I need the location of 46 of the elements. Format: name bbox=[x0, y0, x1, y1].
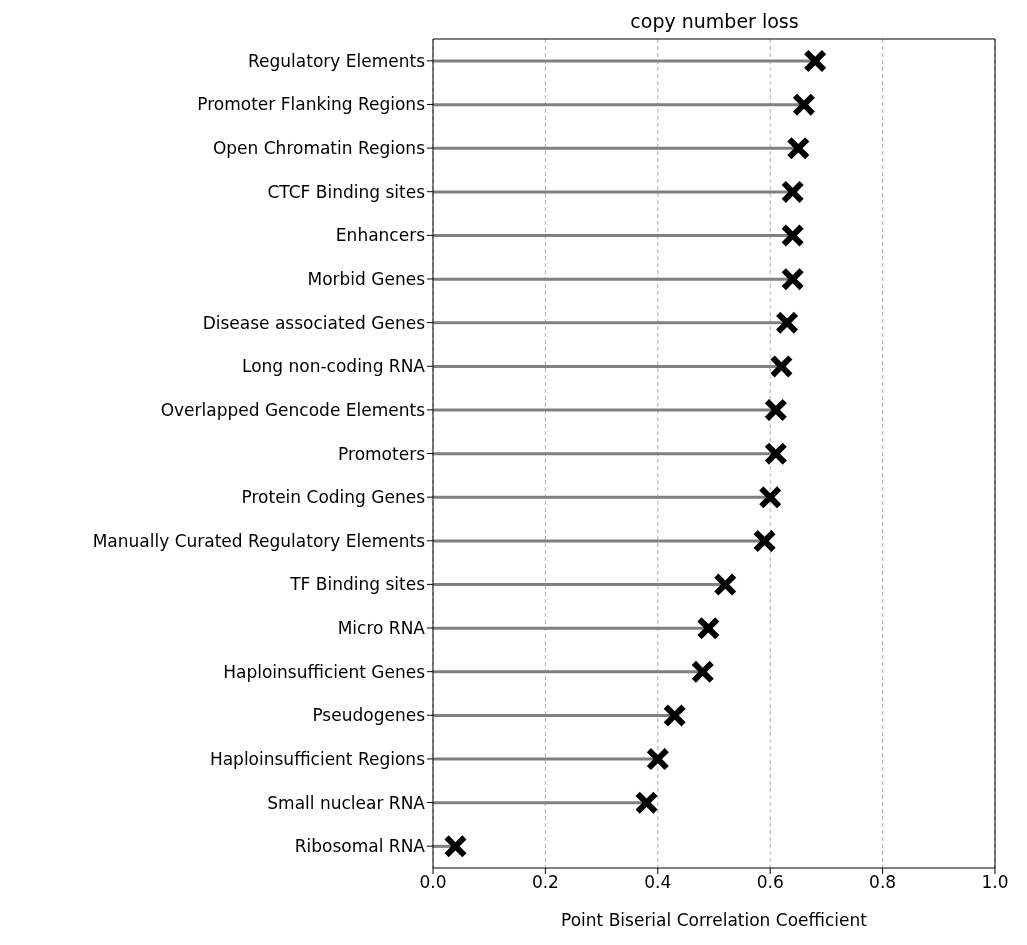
point bbox=[764, 399, 787, 422]
point bbox=[804, 50, 827, 72]
x-tick-label: 0.2 bbox=[531, 872, 559, 893]
y-tick-label: Open Chromatin Regions bbox=[212, 138, 426, 159]
y-tick-label: Manually Curated Regulatory Elements bbox=[92, 530, 426, 551]
y-tick-label: Haploinsufficient Regions bbox=[209, 748, 426, 769]
x-axis-title: Point Biserial Correlation Coefficient bbox=[561, 910, 868, 930]
y-tick-label: Haploinsufficient Genes bbox=[223, 661, 426, 682]
y-tick-label: Regulatory Elements bbox=[248, 50, 426, 71]
y-tick-label: Micro RNA bbox=[337, 618, 426, 639]
x-tick-label: 0.6 bbox=[756, 872, 784, 893]
point bbox=[663, 704, 686, 727]
chart-title: copy number loss bbox=[629, 10, 800, 32]
y-tick-label: Enhancers bbox=[335, 225, 426, 246]
point bbox=[759, 486, 782, 509]
x-tick-label: 0.8 bbox=[869, 872, 897, 893]
x-tick-label: 0.0 bbox=[419, 872, 447, 893]
y-tick-label: Small nuclear RNA bbox=[267, 792, 426, 813]
y-tick-label: Protein Coding Genes bbox=[241, 487, 426, 508]
y-tick-label: Overlapped Gencode Elements bbox=[160, 399, 426, 420]
point bbox=[781, 180, 804, 203]
point bbox=[691, 660, 714, 683]
y-tick-label: Pseudogenes bbox=[312, 705, 426, 726]
point bbox=[697, 617, 720, 640]
y-tick-label: TF Binding sites bbox=[289, 574, 426, 595]
point bbox=[714, 573, 737, 596]
y-tick-label: Ribosomal RNA bbox=[294, 836, 426, 857]
y-tick-label: Promoter Flanking Regions bbox=[197, 94, 426, 115]
point bbox=[776, 311, 799, 334]
point bbox=[770, 355, 793, 378]
point bbox=[764, 442, 787, 465]
y-tick-label: Long non-coding RNA bbox=[241, 356, 426, 377]
point bbox=[635, 791, 658, 814]
y-tick-label: Disease associated Genes bbox=[202, 312, 426, 333]
y-tick-label: Promoters bbox=[338, 443, 426, 464]
point bbox=[787, 137, 810, 160]
x-tick-label: 0.4 bbox=[644, 872, 672, 893]
point bbox=[781, 224, 804, 247]
x-tick-label: 1.0 bbox=[981, 872, 1009, 893]
y-tick-label: Morbid Genes bbox=[307, 269, 426, 290]
point bbox=[753, 529, 776, 552]
point bbox=[781, 268, 804, 291]
point bbox=[646, 748, 669, 771]
point bbox=[444, 835, 467, 858]
point bbox=[792, 93, 815, 116]
y-tick-label: CTCF Binding sites bbox=[267, 181, 426, 202]
